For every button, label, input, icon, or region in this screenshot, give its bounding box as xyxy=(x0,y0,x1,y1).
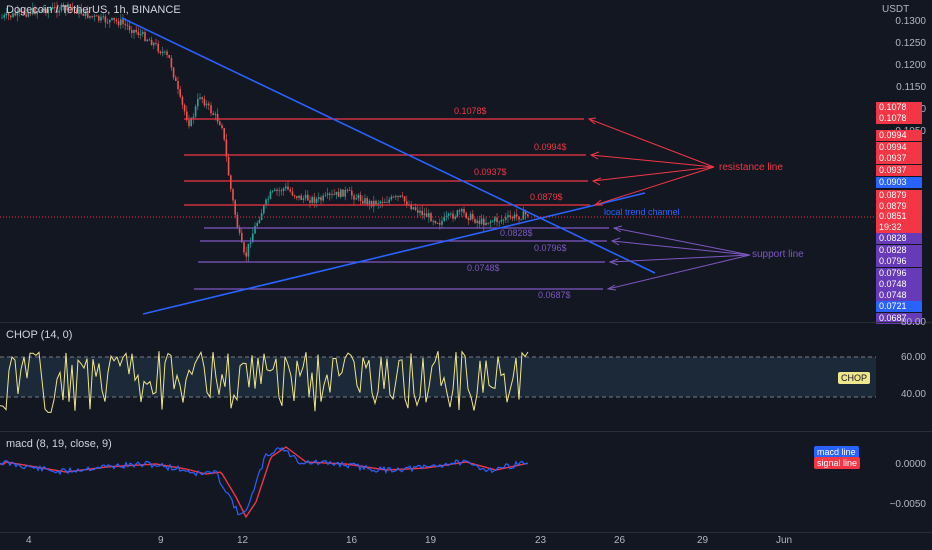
chop-band xyxy=(0,357,876,397)
pane-divider[interactable] xyxy=(0,431,932,432)
symbol-title: Dogecoin / TetherUS, 1h, BINANCE xyxy=(6,4,181,16)
chop-axis-60: 60.00 xyxy=(900,352,926,363)
time-label: 4 xyxy=(26,535,32,546)
chop-title: CHOP (14, 0) xyxy=(6,329,73,341)
chop-badge: CHOP xyxy=(838,372,871,384)
price-axis-tick: 0.1150 xyxy=(896,82,926,93)
macd-line xyxy=(0,446,529,516)
price-tag: 0.0721 xyxy=(876,301,922,312)
signal-legend: signal line xyxy=(814,457,861,469)
macd-chart[interactable] xyxy=(0,432,932,532)
price-tag: 0.0828 xyxy=(876,233,922,244)
price-tag: 0.0994 xyxy=(876,130,922,141)
price-tag: 0.0994 xyxy=(876,142,922,153)
price-tag: 0.0937 xyxy=(876,165,922,176)
macd-axis-zero: 0.0000 xyxy=(895,459,926,470)
pane-divider[interactable] xyxy=(0,322,932,323)
time-label: 9 xyxy=(158,535,164,546)
price-tag: 0.0879 xyxy=(876,201,922,212)
support-label-3: 0.0748$ xyxy=(467,263,500,273)
resistance-label-3: 0.0937$ xyxy=(474,167,507,177)
time-label: 26 xyxy=(614,535,626,546)
time-label: 19 xyxy=(425,535,437,546)
price-tag: 0.0796 xyxy=(876,268,922,279)
price-tag: 0.0748 xyxy=(876,290,922,301)
price-axis-tick: 0.1250 xyxy=(895,38,926,49)
candlesticks xyxy=(1,1,529,262)
price-tag: 0.1078 xyxy=(876,113,922,124)
descending-trend-line xyxy=(121,17,656,274)
price-tag: 0.0748 xyxy=(876,279,922,290)
price-tag: 0.1078 xyxy=(876,102,922,113)
resistance-label-1: 0.1078$ xyxy=(454,106,487,116)
macd-pane[interactable]: macd (8, 19, close, 9) 0.0000 −0.0050 ma… xyxy=(0,432,932,532)
time-label: 29 xyxy=(697,535,709,546)
price-pane[interactable]: Dogecoin / TetherUS, 1h, BINANCE 0.1078$… xyxy=(0,0,932,324)
chop-line xyxy=(0,350,529,413)
support-label-2: 0.0796$ xyxy=(534,243,567,253)
time-label: 12 xyxy=(237,535,249,546)
chop-axis-40: 40.00 xyxy=(900,389,926,400)
trend-channel-caption: local trend channel xyxy=(604,207,680,217)
price-axis-tick: 0.1200 xyxy=(895,60,926,71)
time-axis[interactable]: 4 9 12 16 19 23 26 29 Jun xyxy=(0,533,932,550)
chop-chart[interactable] xyxy=(0,323,932,431)
price-tag: 0.0687 xyxy=(876,313,922,324)
time-label: 23 xyxy=(535,535,547,546)
price-tag: 0.0828 xyxy=(876,245,922,256)
ascending-trend-line xyxy=(142,192,646,315)
price-tag: 19:32 xyxy=(876,222,922,233)
signal-line xyxy=(0,446,529,519)
price-tag: 0.0796 xyxy=(876,256,922,267)
macd-legend: macd line xyxy=(814,446,859,458)
macd-title: macd (8, 19, close, 9) xyxy=(6,438,112,450)
chop-pane[interactable]: CHOP (14, 0) 80.00 60.00 40.00 CHOP xyxy=(0,317,932,431)
price-chart[interactable] xyxy=(0,0,932,322)
support-arrows xyxy=(606,225,751,291)
resistance-caption: resistance line xyxy=(719,162,783,173)
chop-axis-80: 80.00 xyxy=(900,317,926,328)
price-tag: 0.0903 xyxy=(876,177,922,188)
time-label: 16 xyxy=(346,535,358,546)
macd-axis-neg: −0.0050 xyxy=(889,499,926,510)
resistance-label-2: 0.0994$ xyxy=(534,142,567,152)
support-label-4: 0.0687$ xyxy=(538,290,571,300)
price-tag: 0.0937 xyxy=(876,153,922,164)
price-tag: 0.0879 xyxy=(876,190,922,201)
price-axis-tick: 0.1300 xyxy=(895,16,926,27)
time-label: Jun xyxy=(776,535,793,546)
resistance-label-4: 0.0879$ xyxy=(530,192,563,202)
resistance-arrows xyxy=(587,117,715,206)
support-label-1: 0.0828$ xyxy=(500,228,533,238)
price-axis-currency: USDT xyxy=(882,4,910,15)
price-tag: 0.0851 xyxy=(876,211,922,222)
pane-divider[interactable] xyxy=(0,532,932,533)
support-caption: support line xyxy=(752,249,804,260)
